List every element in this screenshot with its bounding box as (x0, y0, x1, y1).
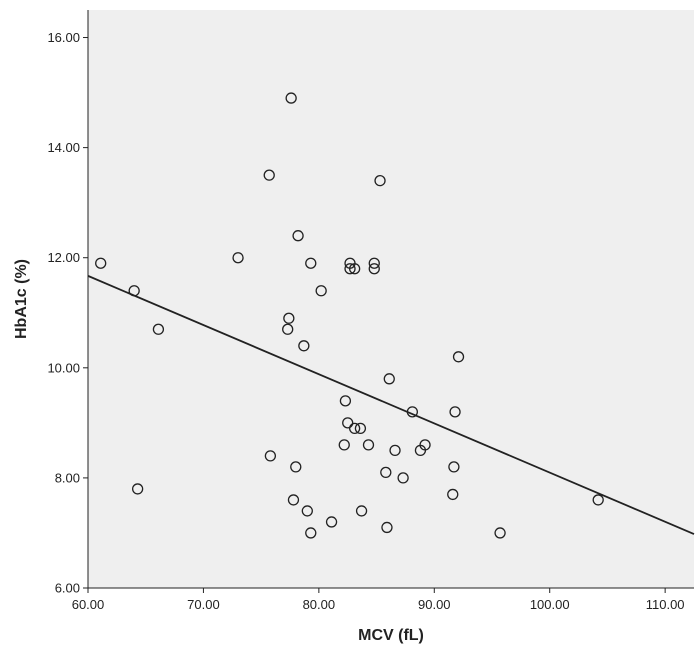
data-point (282, 323, 294, 335)
data-points (95, 92, 604, 539)
data-point (348, 263, 361, 275)
y-tick-label: 6.00 (55, 581, 80, 596)
data-point (292, 230, 304, 242)
x-axis-title: MCV (fL) (358, 627, 424, 644)
data-point (152, 323, 165, 335)
data-point (263, 169, 275, 181)
y-axis-title: HbA1c (%) (13, 259, 30, 339)
data-point (305, 527, 317, 539)
x-tick-label: 110.00 (646, 597, 685, 612)
data-point (383, 373, 395, 385)
data-point (301, 505, 313, 517)
data-point (285, 92, 297, 104)
data-point (325, 516, 338, 528)
data-point (298, 340, 310, 352)
data-point (338, 439, 350, 451)
fit-line (87, 275, 695, 535)
data-point (380, 466, 392, 479)
y-tick-label: 14.00 (47, 140, 80, 155)
data-point (374, 174, 386, 187)
data-point (131, 483, 144, 495)
data-point (354, 422, 367, 435)
data-point (305, 257, 317, 269)
data-point (447, 488, 459, 501)
data-point (355, 505, 368, 517)
data-point (264, 450, 277, 462)
data-point (362, 439, 375, 451)
y-tick-label: 10.00 (47, 360, 80, 375)
data-point (287, 494, 300, 506)
data-point (315, 285, 327, 297)
data-point (283, 312, 295, 324)
data-point (342, 417, 354, 429)
data-point (232, 252, 244, 264)
data-point (368, 263, 380, 275)
data-point (448, 461, 460, 473)
y-tick-label: 12.00 (47, 250, 80, 265)
data-point (449, 406, 461, 418)
data-point (128, 285, 140, 297)
data-point (368, 257, 380, 269)
data-point (592, 494, 604, 506)
data-point (494, 527, 506, 539)
y-tick-label: 8.00 (55, 470, 80, 485)
axis-ticks: 60.00 70.00 80.00 90.00 100.00 110.00 6.00 8.00… (47, 30, 684, 612)
data-point (381, 521, 393, 534)
data-point (348, 422, 361, 435)
fit-line-group (87, 275, 695, 535)
x-tick-label: 90.00 (418, 597, 451, 612)
x-tick-label: 60.00 (72, 597, 105, 612)
data-point (95, 257, 107, 269)
x-tick-label: 100.00 (530, 597, 570, 612)
data-point (389, 444, 401, 457)
x-tick-label: 70.00 (187, 597, 220, 612)
y-tick-label: 16.00 (47, 30, 80, 45)
data-point (344, 263, 356, 275)
data-point (397, 472, 409, 484)
x-tick-label: 80.00 (303, 597, 336, 612)
data-point (339, 395, 352, 407)
data-point (290, 461, 302, 473)
data-point (452, 351, 465, 363)
data-point (419, 439, 431, 451)
data-point (406, 406, 419, 418)
